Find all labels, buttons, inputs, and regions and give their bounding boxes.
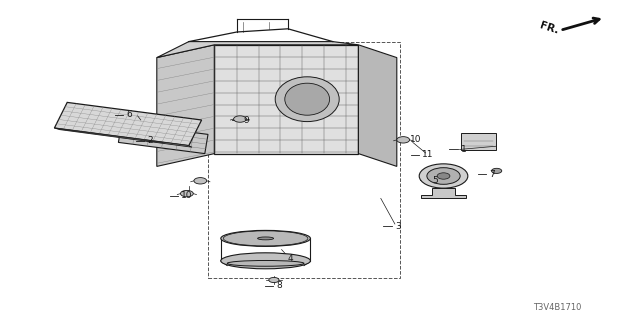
Circle shape xyxy=(180,190,193,197)
Text: 6: 6 xyxy=(126,110,132,119)
Polygon shape xyxy=(157,42,358,58)
Circle shape xyxy=(269,277,279,283)
Circle shape xyxy=(397,137,410,143)
Text: 11: 11 xyxy=(422,150,434,159)
Circle shape xyxy=(492,168,502,173)
Polygon shape xyxy=(421,188,466,198)
Ellipse shape xyxy=(221,230,310,246)
Ellipse shape xyxy=(227,260,304,266)
Bar xyxy=(208,42,400,278)
Text: 2: 2 xyxy=(147,136,153,145)
Polygon shape xyxy=(214,45,358,154)
Text: 8: 8 xyxy=(276,281,282,290)
Circle shape xyxy=(437,173,450,179)
Text: 4: 4 xyxy=(288,254,294,263)
Text: 9: 9 xyxy=(243,116,249,125)
Circle shape xyxy=(427,168,460,184)
Circle shape xyxy=(234,116,246,122)
Text: 10: 10 xyxy=(181,191,193,200)
Circle shape xyxy=(419,164,468,188)
Text: 10: 10 xyxy=(410,135,421,144)
Text: 3: 3 xyxy=(395,222,401,231)
Polygon shape xyxy=(358,45,397,166)
Polygon shape xyxy=(54,102,202,146)
Ellipse shape xyxy=(275,77,339,122)
Polygon shape xyxy=(54,128,192,147)
Ellipse shape xyxy=(285,83,330,115)
Ellipse shape xyxy=(221,253,310,269)
Polygon shape xyxy=(461,133,496,150)
Circle shape xyxy=(194,178,207,184)
Text: T3V4B1710: T3V4B1710 xyxy=(532,303,581,312)
Text: 5: 5 xyxy=(432,176,438,185)
Text: 1: 1 xyxy=(461,145,467,154)
Polygon shape xyxy=(157,45,214,166)
Polygon shape xyxy=(118,123,208,154)
Ellipse shape xyxy=(257,237,274,240)
Text: 7: 7 xyxy=(490,170,495,179)
Text: FR.: FR. xyxy=(538,20,560,36)
